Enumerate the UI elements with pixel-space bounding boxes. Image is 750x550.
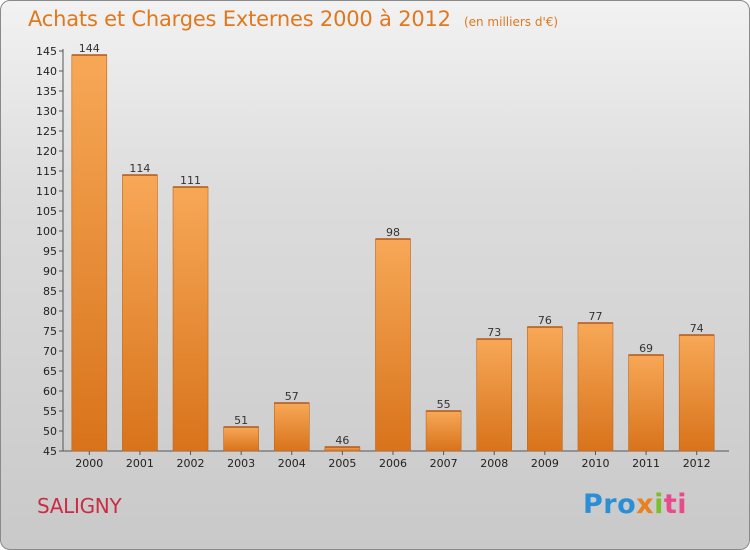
x-tick-label-2012: 2012: [683, 457, 711, 470]
logo-part-3: i: [654, 489, 664, 520]
bar-2007: [425, 410, 462, 452]
bar-2000: [71, 54, 108, 452]
x-tick-label-2002: 2002: [177, 457, 205, 470]
bar-2002: [172, 186, 209, 452]
y-tick-label: 100: [36, 225, 57, 238]
logo-part-1: Pro: [583, 489, 637, 520]
y-tick-label: 85: [43, 285, 57, 298]
y-tick-label: 110: [36, 185, 57, 198]
y-tick-label: 130: [36, 105, 57, 118]
bar-2006: [375, 238, 411, 452]
chart-labels: 144 2000 114 2001 111 2002 51 2003 57 2004 46 2005 9…: [75, 42, 710, 470]
y-tick-label: 95: [43, 245, 57, 258]
logo-part-2: x: [636, 489, 655, 520]
chart-axes: 45 50 55 60 65 70 75 80 85 90 95 100 105 110 115 120 125…: [36, 45, 729, 458]
chart-title: Achats et Charges Externes 2000 à 2012: [28, 7, 451, 31]
y-tick-label: 115: [36, 165, 57, 178]
y-tick-label: 120: [36, 145, 57, 158]
chart-bars: [71, 54, 715, 452]
data-label-2012: 74: [690, 322, 704, 335]
data-label-2000: 144: [79, 42, 100, 55]
x-tick-label-2006: 2006: [379, 457, 407, 470]
y-tick-label: 135: [36, 85, 57, 98]
y-tick-label: 125: [36, 125, 57, 138]
y-tick-label: 90: [43, 265, 57, 278]
data-label-2004: 57: [285, 390, 299, 403]
y-tick-label: 45: [43, 445, 57, 458]
data-label-2009: 76: [538, 314, 552, 327]
bar-2008: [476, 338, 513, 452]
y-tick-label: 145: [36, 45, 57, 58]
y-tick-label: 65: [43, 365, 57, 378]
y-tick-label: 80: [43, 305, 57, 318]
x-tick-label-2011: 2011: [632, 457, 660, 470]
data-label-2010: 77: [588, 310, 602, 323]
data-label-2001: 114: [129, 162, 150, 175]
bar-2009: [527, 326, 563, 452]
y-tick-label: 105: [36, 205, 57, 218]
data-label-2006: 98: [386, 226, 400, 239]
city-name: SALIGNY: [37, 494, 122, 518]
bar-2011: [628, 354, 664, 452]
proxiti-logo: Proxiti: [583, 489, 687, 520]
y-tick-label: 55: [43, 405, 57, 418]
bar-2003: [223, 426, 259, 452]
bar-2001: [122, 174, 158, 452]
bar-2010: [577, 322, 614, 452]
x-tick-label-2000: 2000: [75, 457, 103, 470]
data-label-2003: 51: [234, 414, 248, 427]
x-tick-label-2001: 2001: [126, 457, 154, 470]
x-tick-label-2004: 2004: [278, 457, 306, 470]
data-label-2011: 69: [639, 342, 653, 355]
y-tick-label: 70: [43, 345, 57, 358]
x-tick-label-2003: 2003: [227, 457, 255, 470]
x-tick-label-2005: 2005: [328, 457, 356, 470]
x-tick-label-2008: 2008: [480, 457, 508, 470]
logo-part-4: ti: [663, 489, 688, 520]
y-tick-label: 60: [43, 385, 57, 398]
x-tick-label-2009: 2009: [531, 457, 559, 470]
x-tick-label-2010: 2010: [581, 457, 609, 470]
data-label-2007: 55: [437, 398, 451, 411]
chart-header: Achats et Charges Externes 2000 à 2012 (…: [28, 7, 558, 31]
chart-subtitle: (en milliers d'€): [463, 15, 559, 29]
y-tick-label: 75: [43, 325, 57, 338]
bar-2012: [678, 334, 715, 452]
data-label-2008: 73: [487, 326, 501, 339]
data-label-2002: 111: [180, 174, 201, 187]
data-label-2005: 46: [335, 434, 349, 447]
y-tick-label: 50: [43, 425, 57, 438]
y-tick-label: 140: [36, 65, 57, 78]
bar-2004: [273, 402, 310, 452]
x-tick-label-2007: 2007: [430, 457, 458, 470]
